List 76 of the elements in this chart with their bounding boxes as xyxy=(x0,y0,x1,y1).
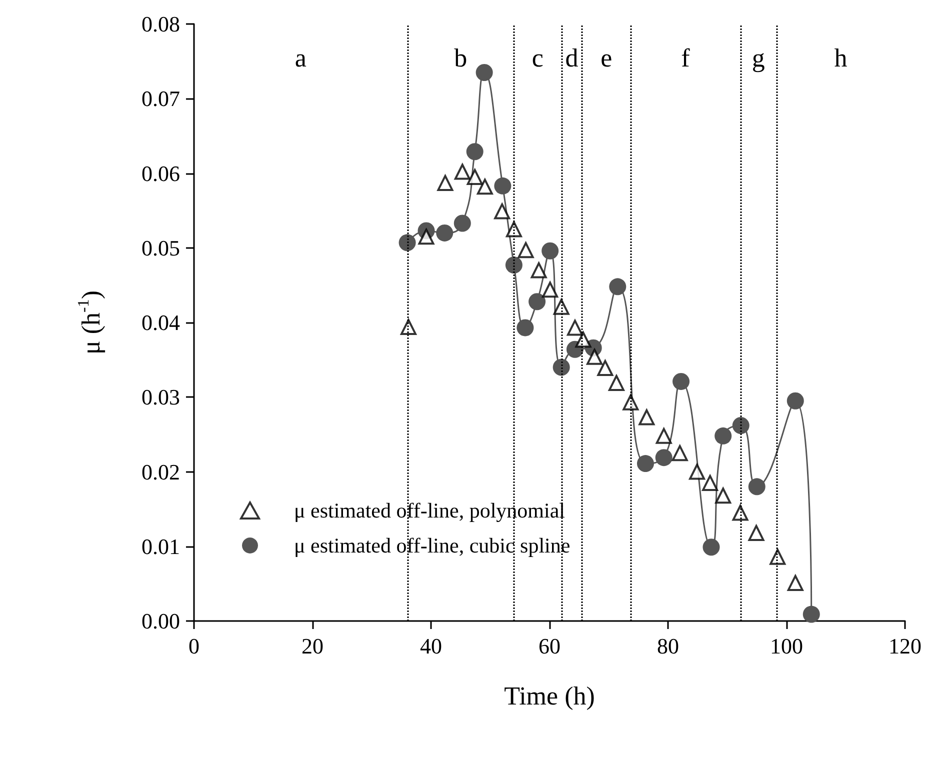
point xyxy=(786,392,804,410)
point xyxy=(476,64,493,81)
point xyxy=(553,298,570,315)
y-tick-label: 0.01 xyxy=(142,534,180,559)
y-tick-label: 0.03 xyxy=(142,384,180,410)
point xyxy=(787,574,804,591)
point xyxy=(637,455,654,472)
point xyxy=(505,256,522,274)
point xyxy=(732,504,748,521)
point xyxy=(454,214,471,232)
point xyxy=(466,168,483,185)
annotation: e xyxy=(600,44,612,72)
legend-label: μ estimated off-line, polynomial xyxy=(294,498,566,522)
point xyxy=(608,374,624,391)
x-tick-label: 100 xyxy=(770,634,803,658)
point xyxy=(714,427,732,444)
x-tick-label: 20 xyxy=(302,634,324,658)
point xyxy=(516,319,534,336)
y-tick-label: 0.08 xyxy=(142,12,180,36)
point xyxy=(436,224,454,242)
y-tick-label: 0.00 xyxy=(142,608,180,634)
point xyxy=(552,358,570,376)
point xyxy=(689,464,706,480)
point xyxy=(672,445,688,462)
point xyxy=(702,538,720,556)
annotation: h xyxy=(834,44,848,72)
point xyxy=(528,293,546,310)
point xyxy=(437,174,454,191)
x-tick-label: 0 xyxy=(188,634,200,658)
point xyxy=(418,228,434,245)
annotation: f xyxy=(681,44,690,72)
point xyxy=(542,282,558,298)
annotation: d xyxy=(565,44,578,72)
y-axis-title: μ (h-1) xyxy=(76,290,106,355)
annotation: b xyxy=(454,44,468,72)
point xyxy=(732,416,750,434)
point xyxy=(575,332,592,348)
annotation: a xyxy=(294,44,307,72)
point xyxy=(802,606,820,623)
point xyxy=(715,488,732,504)
x-tick-label: 80 xyxy=(657,634,679,658)
point xyxy=(530,262,547,278)
point xyxy=(638,409,655,426)
point xyxy=(702,474,718,491)
point xyxy=(622,394,639,410)
y-tick-label: 0.02 xyxy=(142,459,180,484)
point xyxy=(655,449,672,466)
y-tick-label: 0.07 xyxy=(142,86,180,112)
point xyxy=(748,478,766,496)
point xyxy=(566,320,583,336)
point xyxy=(476,178,493,195)
point xyxy=(542,242,559,260)
y-tick-label: 0.04 xyxy=(142,310,180,335)
point xyxy=(748,524,764,541)
point xyxy=(466,143,484,160)
point xyxy=(586,348,603,365)
point xyxy=(597,360,614,376)
legend-label: μ estimated off-line, cubic spline xyxy=(294,534,570,558)
x-tick-label: 120 xyxy=(888,634,922,658)
x-tick-label: 40 xyxy=(420,634,442,658)
point xyxy=(398,234,416,252)
point xyxy=(672,372,690,390)
y-tick-label: 0.06 xyxy=(142,160,180,186)
point xyxy=(506,221,522,238)
point xyxy=(494,177,512,194)
annotation: g xyxy=(752,44,765,72)
x-axis-title: Time (h) xyxy=(504,682,595,710)
point xyxy=(518,242,534,258)
annotation: c xyxy=(532,44,544,72)
point xyxy=(656,428,672,444)
point xyxy=(400,318,416,335)
y-tick-label: 0.05 xyxy=(142,235,180,260)
point xyxy=(454,164,470,180)
point xyxy=(609,278,626,296)
point xyxy=(494,203,510,220)
x-tick-label: 60 xyxy=(538,634,560,658)
